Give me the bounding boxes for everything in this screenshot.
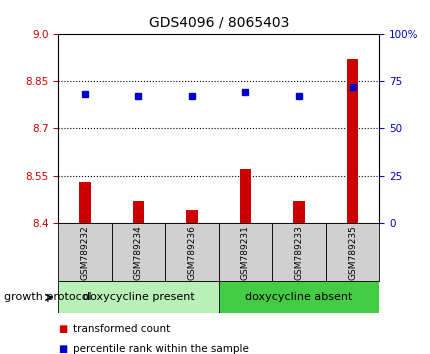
Bar: [132, 201, 144, 223]
Text: percentile rank within the sample: percentile rank within the sample: [73, 344, 249, 354]
Text: GSM789235: GSM789235: [347, 225, 356, 280]
Bar: [218, 281, 378, 313]
Bar: [272, 223, 325, 281]
Text: GSM789233: GSM789233: [294, 225, 303, 280]
Text: GSM789234: GSM789234: [134, 225, 143, 280]
Bar: [186, 210, 197, 223]
Text: GSM789236: GSM789236: [187, 225, 196, 280]
Bar: [239, 169, 251, 223]
Bar: [58, 281, 218, 313]
Bar: [165, 223, 218, 281]
Title: GDS4096 / 8065403: GDS4096 / 8065403: [148, 16, 288, 30]
Text: transformed count: transformed count: [73, 324, 170, 334]
Text: doxycycline present: doxycycline present: [83, 292, 194, 302]
Bar: [346, 59, 358, 223]
Text: growth protocol: growth protocol: [4, 292, 92, 302]
Bar: [79, 182, 91, 223]
Bar: [111, 223, 165, 281]
Text: ■: ■: [58, 344, 67, 354]
Text: doxycycline absent: doxycycline absent: [245, 292, 352, 302]
Bar: [218, 223, 272, 281]
Text: GSM789231: GSM789231: [240, 225, 249, 280]
Bar: [325, 223, 378, 281]
Text: GSM789232: GSM789232: [80, 225, 89, 280]
Bar: [58, 223, 111, 281]
Bar: [292, 201, 304, 223]
Text: ■: ■: [58, 324, 67, 334]
